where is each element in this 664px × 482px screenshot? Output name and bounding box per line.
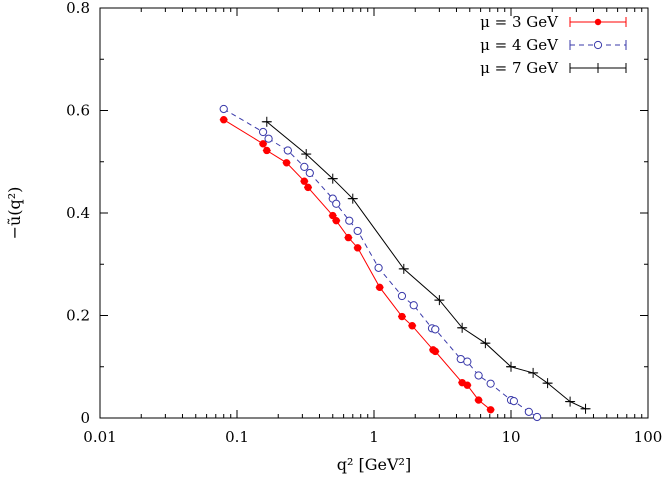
data-point	[532, 412, 542, 422]
data-point	[332, 199, 341, 208]
series-line	[223, 119, 491, 411]
series-layer	[219, 104, 591, 422]
x-tick-label: 1	[369, 428, 379, 446]
data-point	[374, 263, 383, 272]
axis-ticks: 0.01 0.1 1 10 100 0 0.2 0.4 0.6 0.8	[66, 0, 662, 446]
data-point	[474, 396, 483, 404]
data-point	[344, 233, 353, 242]
data-point	[282, 159, 291, 167]
data-point	[283, 146, 292, 155]
data-point	[219, 104, 228, 114]
data-point	[345, 216, 354, 225]
data-point	[264, 134, 273, 143]
data-point	[263, 146, 271, 155]
data-point	[409, 301, 418, 310]
data-point	[305, 168, 314, 178]
data-point	[353, 226, 362, 236]
y-tick-label: 0.6	[66, 102, 90, 120]
legend-label: μ = 4 GeV	[480, 36, 559, 54]
y-tick-label: 0.2	[66, 307, 90, 325]
data-point	[431, 347, 439, 356]
data-point	[509, 396, 519, 406]
data-point	[408, 322, 416, 330]
x-tick-label: 100	[634, 428, 663, 446]
data-point	[332, 216, 340, 225]
legend-label: μ = 7 GeV	[480, 59, 559, 77]
x-tick-label: 0.01	[83, 428, 116, 446]
y-tick-label: 0	[80, 409, 90, 427]
legend-marker	[594, 18, 602, 26]
data-point	[375, 283, 384, 292]
y-tick-label: 0.4	[66, 204, 90, 222]
data-point	[463, 357, 472, 366]
data-point	[259, 140, 267, 148]
data-point	[486, 379, 495, 388]
series-3	[261, 116, 591, 414]
data-point	[300, 177, 309, 185]
data-point	[397, 291, 407, 301]
series-2	[219, 104, 542, 422]
legend-label: μ = 3 GeV	[480, 13, 559, 31]
data-point	[220, 116, 228, 124]
x-tick-label: 10	[501, 428, 520, 446]
data-point	[463, 381, 472, 389]
data-point	[398, 312, 406, 321]
series-1	[219, 116, 495, 414]
y-axis-title: −ũ(q²)	[5, 187, 24, 240]
data-point	[304, 183, 312, 192]
series-line	[223, 108, 538, 418]
data-point	[258, 127, 268, 137]
x-axis-title: q² [GeV²]	[337, 455, 411, 474]
data-point	[474, 371, 483, 380]
data-point	[431, 325, 440, 334]
legend-marker	[593, 40, 603, 50]
data-point	[353, 244, 362, 252]
legend: μ = 3 GeV μ = 4 GeV μ = 7 GeV	[480, 13, 627, 77]
data-point	[300, 162, 309, 171]
data-point	[329, 211, 337, 220]
x-tick-label: 0.1	[225, 428, 249, 446]
series-line	[266, 121, 586, 410]
data-point	[524, 407, 533, 416]
plot-frame	[99, 7, 649, 419]
y-tick-label: 0.8	[66, 0, 90, 17]
data-point	[486, 406, 495, 414]
